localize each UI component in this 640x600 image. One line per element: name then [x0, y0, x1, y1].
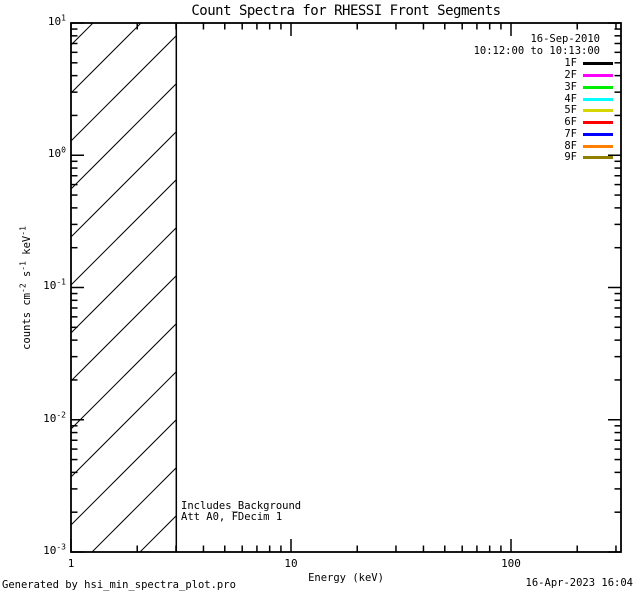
legend-color-swatch — [583, 73, 613, 77]
legend-entry: 5F — [520, 104, 620, 116]
legend-label: 7F — [564, 128, 577, 140]
attenuator-state-note: Att A0, FDecim 1 — [181, 511, 283, 523]
legend-label: 8F — [564, 140, 577, 152]
y-axis-label: counts cm-2 s-1 keV-1 — [18, 226, 34, 350]
legend-color-swatch — [583, 61, 613, 65]
x-axis-label: Energy (keV) — [308, 572, 384, 584]
legend-time-range: 10:12:00 to 10:13:00 — [473, 45, 600, 57]
legend-entry: 2F — [520, 69, 620, 81]
legend-color-swatch — [583, 97, 613, 101]
y-tick-label: 10-1 — [43, 277, 66, 292]
includes-background-note: Includes_Background — [181, 500, 302, 512]
legend-entry: 4F — [520, 93, 620, 105]
legend-label: 3F — [564, 81, 577, 93]
y-tick-label: 101 — [47, 13, 66, 28]
y-tick-label: 100 — [47, 145, 66, 160]
generated-by-note: Generated by hsi_min_spectra_plot.pro — [2, 579, 236, 591]
legend-label: 2F — [564, 69, 577, 81]
x-tick-label: 10 — [284, 557, 298, 570]
legend-entry: 8F — [520, 140, 620, 152]
x-tick-label: 100 — [501, 557, 521, 570]
legend-label: 6F — [564, 116, 577, 128]
axis-tick-marks — [70, 22, 621, 553]
legend-entry: 1F — [520, 57, 620, 69]
plot-creation-timestamp: 16-Apr-2023 16:04 — [525, 577, 633, 589]
y-tick-label: 10-3 — [43, 542, 66, 557]
x-tick-label: 1 — [67, 557, 75, 570]
legend-label: 1F — [564, 57, 577, 69]
plot-title: Count Spectra for RHESSI Front Segments — [191, 3, 501, 19]
legend-entry: 6F — [520, 116, 620, 128]
legend-label: 9F — [564, 151, 577, 163]
plot-border — [70, 22, 622, 553]
legend-color-swatch — [583, 155, 613, 159]
legend-entry: 9F — [520, 151, 620, 163]
legend-color-swatch — [583, 144, 613, 148]
legend-color-swatch — [583, 108, 613, 112]
legend-color-swatch — [583, 132, 613, 136]
y-tick-label: 10-2 — [43, 410, 66, 425]
legend-color-swatch — [583, 120, 613, 124]
legend-entry: 7F — [520, 128, 620, 140]
legend-entry: 3F — [520, 81, 620, 93]
legend-date: 16-Sep-2010 — [530, 33, 600, 45]
legend-label: 4F — [564, 93, 577, 105]
legend-label: 5F — [564, 104, 577, 116]
legend-color-swatch — [583, 85, 613, 89]
